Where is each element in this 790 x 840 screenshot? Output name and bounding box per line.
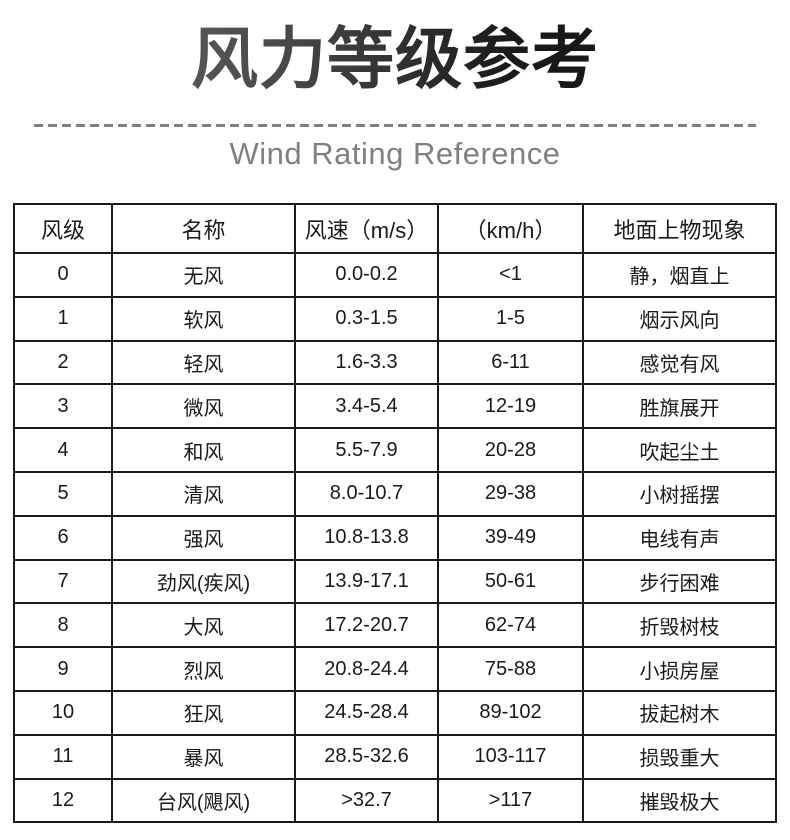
table-cell: 28.5-32.6 xyxy=(294,733,439,780)
table-cell: 1 xyxy=(13,295,113,342)
table-cell: 7 xyxy=(13,558,113,605)
table-cell: 89-102 xyxy=(437,690,584,736)
table-cell: 劲风(疾风) xyxy=(111,558,296,605)
table-cell: 摧毁极大 xyxy=(582,777,777,824)
table-cell: 9 xyxy=(13,646,113,692)
column-header: 风级 xyxy=(13,203,113,255)
table-row: 2 轻风 1.6-3.3 6-11 感觉有风 xyxy=(13,339,777,386)
table-cell: 0.3-1.5 xyxy=(294,295,439,342)
table-cell: 静，烟直上 xyxy=(582,252,777,298)
table-row: 4 和风 5.5-7.9 20-28 吹起尘土 xyxy=(13,427,777,474)
table-cell: 轻风 xyxy=(111,339,296,386)
table-cell: 8.0-10.7 xyxy=(294,471,439,517)
table-cell: 和风 xyxy=(111,427,296,474)
table-cell: 39-49 xyxy=(437,514,584,561)
table-cell: 50-61 xyxy=(437,558,584,605)
table-row: 5 清风 8.0-10.7 29-38 小树摇摆 xyxy=(13,471,777,517)
table-cell: 62-74 xyxy=(437,602,584,649)
table-cell: 暴风 xyxy=(111,733,296,780)
table-cell: 10 xyxy=(13,690,113,736)
column-header: 风速（m/s） xyxy=(294,203,439,255)
table-cell: 29-38 xyxy=(437,471,584,517)
table-cell: 折毁树枝 xyxy=(582,602,777,649)
table-row: 7 劲风(疾风) 13.9-17.1 50-61 步行困难 xyxy=(13,558,777,605)
table-cell: 12-19 xyxy=(437,383,584,430)
column-header: 名称 xyxy=(111,203,296,255)
table-cell: 10.8-13.8 xyxy=(294,514,439,561)
table-cell: 11 xyxy=(13,733,113,780)
table-cell: 清风 xyxy=(111,471,296,517)
table-cell: 台风(飓风) xyxy=(111,777,296,824)
page-title: 风力等级参考 xyxy=(0,0,790,97)
column-header: （km/h） xyxy=(437,203,584,255)
table-cell: 13.9-17.1 xyxy=(294,558,439,605)
table-row: 11 暴风 28.5-32.6 103-117 损毁重大 xyxy=(13,733,777,780)
table-cell: 感觉有风 xyxy=(582,339,777,386)
table-row: 0 无风 0.0-0.2 <1 静，烟直上 xyxy=(13,252,777,298)
table-cell: 强风 xyxy=(111,514,296,561)
table-cell: 0 xyxy=(13,252,113,298)
table-cell: 6-11 xyxy=(437,339,584,386)
table-cell: 3 xyxy=(13,383,113,430)
table-cell: 17.2-20.7 xyxy=(294,602,439,649)
table-cell: 电线有声 xyxy=(582,514,777,561)
table-cell: 胜旗展开 xyxy=(582,383,777,430)
table-cell: >32.7 xyxy=(294,777,439,824)
table-cell: 拔起树木 xyxy=(582,690,777,736)
table-row: 3 微风 3.4-5.4 12-19 胜旗展开 xyxy=(13,383,777,430)
table-cell: 1-5 xyxy=(437,295,584,342)
table-cell: 75-88 xyxy=(437,646,584,692)
table-row: 6 强风 10.8-13.8 39-49 电线有声 xyxy=(13,514,777,561)
wind-rating-table: 风级 名称 风速（m/s） （km/h） 地面上物现象 0 无风 0.0-0.2 <1 静，烟直… xyxy=(13,203,777,824)
table-cell: 4 xyxy=(13,427,113,474)
table-cell: 无风 xyxy=(111,252,296,298)
table-cell: 微风 xyxy=(111,383,296,430)
table-cell: 大风 xyxy=(111,602,296,649)
table-cell: 吹起尘土 xyxy=(582,427,777,474)
table-cell: >117 xyxy=(437,777,584,824)
table-cell: 3.4-5.4 xyxy=(294,383,439,430)
table-cell: 软风 xyxy=(111,295,296,342)
table-row: 9 烈风 20.8-24.4 75-88 小损房屋 xyxy=(13,646,777,692)
table-cell: 损毁重大 xyxy=(582,733,777,780)
table-row: 8 大风 17.2-20.7 62-74 折毁树枝 xyxy=(13,602,777,649)
table-cell: 2 xyxy=(13,339,113,386)
table-cell: 5 xyxy=(13,471,113,517)
table-cell: <1 xyxy=(437,252,584,298)
column-header: 地面上物现象 xyxy=(582,203,777,255)
table-header-row: 风级 名称 风速（m/s） （km/h） 地面上物现象 xyxy=(13,203,777,255)
table-cell: 小树摇摆 xyxy=(582,471,777,517)
table-cell: 狂风 xyxy=(111,690,296,736)
table-row: 10 狂风 24.5-28.4 89-102 拔起树木 xyxy=(13,690,777,736)
table-cell: 0.0-0.2 xyxy=(294,252,439,298)
table-cell: 6 xyxy=(13,514,113,561)
table-row: 12 台风(飓风) >32.7 >117 摧毁极大 xyxy=(13,777,777,824)
table-cell: 小损房屋 xyxy=(582,646,777,692)
table-cell: 8 xyxy=(13,602,113,649)
table-cell: 12 xyxy=(13,777,113,824)
table-cell: 24.5-28.4 xyxy=(294,690,439,736)
table-cell: 5.5-7.9 xyxy=(294,427,439,474)
table-row: 1 软风 0.3-1.5 1-5 烟示风向 xyxy=(13,295,777,342)
table-cell: 20-28 xyxy=(437,427,584,474)
table-cell: 烈风 xyxy=(111,646,296,692)
table-cell: 20.8-24.4 xyxy=(294,646,439,692)
table-cell: 1.6-3.3 xyxy=(294,339,439,386)
table-cell: 步行困难 xyxy=(582,558,777,605)
table-cell: 103-117 xyxy=(437,733,584,780)
table-cell: 烟示风向 xyxy=(582,295,777,342)
dashed-divider xyxy=(34,124,756,128)
page-subtitle: Wind Rating Reference xyxy=(229,136,561,172)
